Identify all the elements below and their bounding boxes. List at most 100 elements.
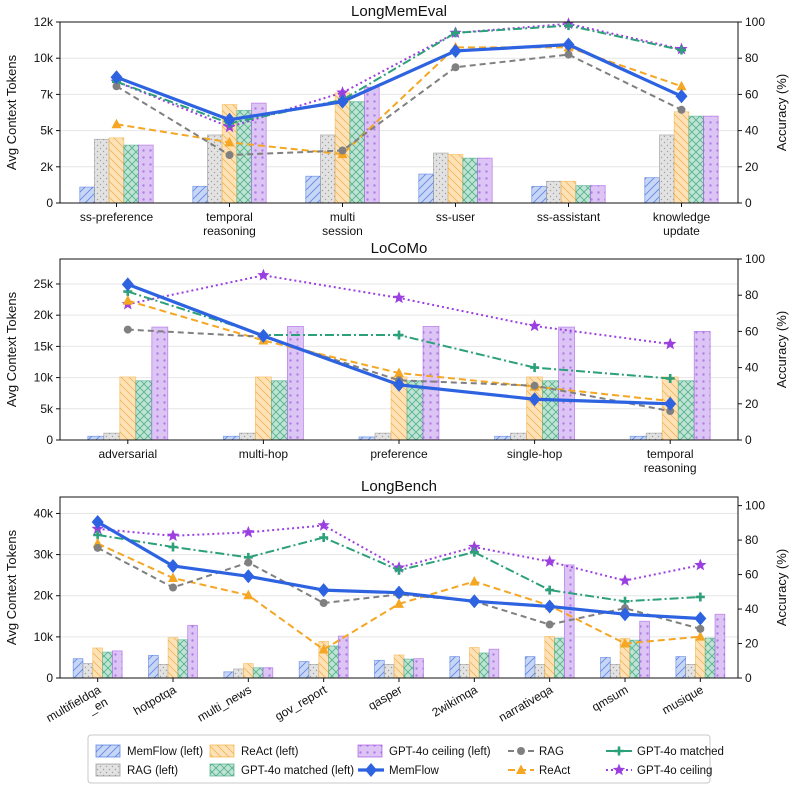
bar-memflow xyxy=(148,654,159,679)
point-memflow xyxy=(694,611,707,626)
legend-item-line-gpt_matched: GPT-4o matched xyxy=(606,746,724,758)
bar-memflow xyxy=(87,435,105,441)
ytick-label-right: 0 xyxy=(745,671,752,685)
ytick-label-left: 20k xyxy=(34,589,54,603)
bar-react xyxy=(560,180,577,204)
point-react xyxy=(111,118,122,129)
point-gpt_matched xyxy=(564,21,573,31)
point-gpt_matched xyxy=(319,533,329,543)
legend-box xyxy=(87,734,711,784)
bar-gpt_matched xyxy=(102,651,113,679)
ylabel-right: Accuracy (%) xyxy=(774,74,789,151)
point-gpt_ceiling xyxy=(257,268,270,281)
legend-item-bar-memflow: MemFlow (left) xyxy=(95,744,203,758)
bar-gpt_ceiling xyxy=(138,144,154,204)
point-memflow xyxy=(121,277,134,292)
bar-rag xyxy=(383,664,395,679)
panel-2: 0 10k 20k 30k 40k 0 20 40 60 80 100 multifieldqa_en… xyxy=(4,478,789,725)
bar-react xyxy=(447,154,464,204)
point-rag xyxy=(123,325,132,334)
bar-rag xyxy=(459,664,470,679)
point-memflow xyxy=(91,514,104,529)
plot-frame xyxy=(59,21,739,204)
point-gpt_matched xyxy=(394,565,404,575)
point-react xyxy=(224,136,235,147)
point-rag xyxy=(564,50,573,59)
bar-memflow xyxy=(374,659,385,679)
ytick-label-left: 0 xyxy=(46,671,53,685)
bar-gpt_ceiling xyxy=(563,564,575,679)
bar-rag xyxy=(82,663,94,679)
point-react xyxy=(168,572,178,583)
point-gpt_matched xyxy=(665,373,675,383)
bar-gpt_matched xyxy=(704,637,716,679)
bar-rag xyxy=(238,432,256,441)
point-gpt_matched xyxy=(545,585,555,595)
legend-label: GPT-4o matched xyxy=(637,746,724,758)
bar-rag xyxy=(233,668,244,679)
legend-marker xyxy=(614,746,624,756)
legend-label: GPT-4o ceiling xyxy=(637,765,712,777)
bar-rag xyxy=(645,432,663,441)
ytick-label-left: 12k xyxy=(34,15,54,29)
bar-gpt_matched xyxy=(123,144,139,204)
point-memflow xyxy=(393,585,405,600)
point-gpt_ceiling xyxy=(242,525,255,538)
bar-gpt_matched xyxy=(462,157,478,204)
bar-rag xyxy=(320,134,336,204)
bar-memflow xyxy=(629,435,647,441)
legend-item-line-memflow: MemFlow xyxy=(358,763,440,777)
bar-memflow xyxy=(192,185,208,204)
xtick-label: adversarial xyxy=(98,447,157,461)
bar-react xyxy=(393,654,405,679)
legend-label: RAG (left) xyxy=(127,765,178,777)
line-gpt_ceiling xyxy=(97,524,701,582)
xtick-label: qmsum xyxy=(589,682,630,714)
bar-gpt_matched xyxy=(252,667,264,679)
panel-0: 0 2k 5k 7k 10k 12k 0 20 40 60 80 100 ss-preference te… xyxy=(4,3,789,238)
bar-gpt_ceiling xyxy=(590,185,606,204)
ytick-label-right: 100 xyxy=(745,499,765,513)
point-rag xyxy=(338,146,347,155)
ytick-label-left: 40k xyxy=(34,506,54,520)
point-gpt_ceiling xyxy=(336,86,349,98)
bar-gpt_ceiling xyxy=(639,620,650,679)
point-rag xyxy=(545,620,554,629)
bar-react xyxy=(119,376,137,441)
legend-marker xyxy=(612,763,626,776)
panel-1: 0 5k 10k 15k 20k 25k 0 20 40 60 80 100 adversarial mu… xyxy=(4,240,789,475)
bar-gpt_ceiling xyxy=(714,613,726,679)
bar-gpt_ceiling xyxy=(364,86,380,204)
point-gpt_matched xyxy=(394,330,404,340)
bar-gpt_ceiling xyxy=(151,326,169,441)
ytick-label-left: 30k xyxy=(34,548,54,562)
point-rag xyxy=(319,599,328,608)
xtick-label: 2wikimqa xyxy=(430,682,481,719)
legend-item-bar-rag: RAG (left) xyxy=(95,763,178,777)
ytick-label-left: 10k xyxy=(34,51,54,65)
point-react xyxy=(318,644,329,654)
ytick-label-right: 80 xyxy=(745,288,759,302)
ytick-label-left: 5k xyxy=(40,402,54,416)
bar-gpt_matched xyxy=(177,639,189,679)
bar-gpt_matched xyxy=(403,658,415,679)
point-gpt_ceiling xyxy=(317,518,330,531)
point-gpt_ceiling xyxy=(392,291,406,304)
point-react xyxy=(243,589,254,600)
bar-gpt_ceiling xyxy=(413,658,424,679)
ytick-label-right: 40 xyxy=(745,124,759,138)
ytick-label-right: 80 xyxy=(745,51,759,65)
bar-react xyxy=(92,647,103,679)
point-rag xyxy=(696,624,705,633)
point-gpt_matched xyxy=(695,592,705,602)
panel-title: LoCoMo xyxy=(371,240,428,257)
xtick-label: musique xyxy=(660,682,707,717)
bar-rag xyxy=(510,432,528,441)
ytick-label-right: 100 xyxy=(745,252,765,266)
bar-react xyxy=(108,137,125,204)
line-gpt_ceiling xyxy=(116,22,682,128)
point-gpt_ceiling xyxy=(468,540,481,553)
point-memflow xyxy=(242,569,255,584)
legend-swatch xyxy=(95,763,121,777)
